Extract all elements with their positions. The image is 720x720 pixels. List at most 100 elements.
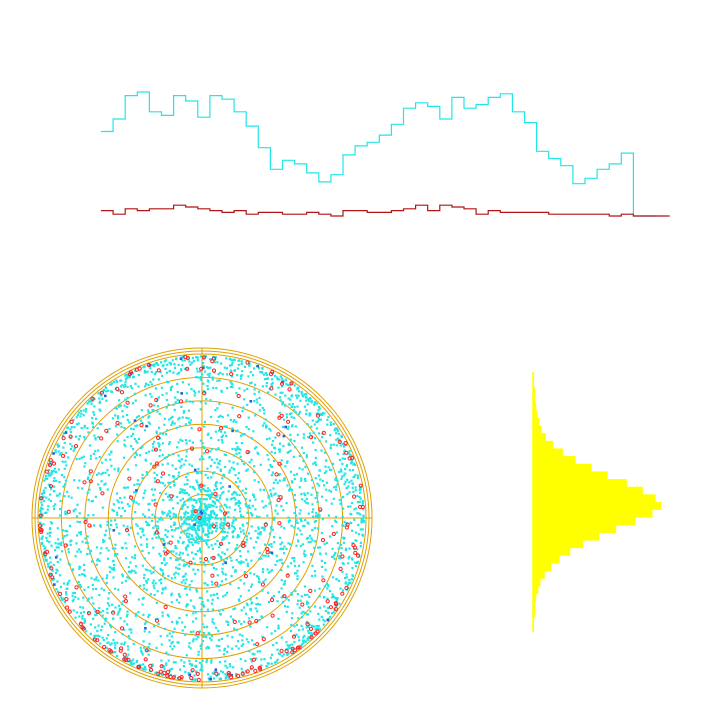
polar-point-cyan bbox=[214, 430, 217, 433]
polar-point-red bbox=[343, 441, 348, 446]
polar-point-cyan bbox=[167, 403, 170, 406]
polar-point-cyan bbox=[203, 425, 206, 428]
polar-point-cyan bbox=[58, 492, 61, 495]
polar-point-cyan bbox=[84, 462, 87, 465]
polar-point-cyan bbox=[106, 574, 109, 577]
polar-point-cyan bbox=[199, 488, 202, 492]
polar-point-cyan bbox=[215, 448, 218, 451]
polar-point-cyan bbox=[62, 432, 66, 435]
polar-point-cyan bbox=[360, 520, 363, 523]
polar-point-cyan bbox=[152, 584, 155, 587]
polar-point-cyan bbox=[114, 554, 117, 557]
histogram-bar bbox=[533, 601, 536, 610]
polar-point-cyan bbox=[236, 447, 239, 450]
polar-point-cyan bbox=[199, 644, 202, 648]
polar-point-cyan bbox=[192, 620, 195, 623]
polar-point-cyan bbox=[215, 521, 218, 524]
polar-point-cyan bbox=[177, 471, 181, 474]
polar-point-cyan bbox=[249, 371, 252, 374]
polar-point-cyan bbox=[136, 479, 139, 482]
polar-point-cyan bbox=[255, 446, 258, 449]
polar-point-cyan bbox=[124, 486, 127, 489]
polar-point-cyan bbox=[162, 539, 165, 542]
polar-point-cyan bbox=[318, 484, 321, 487]
polar-point-cyan bbox=[248, 650, 251, 653]
polar-point-cyan bbox=[210, 634, 213, 637]
polar-point-cyan bbox=[256, 602, 260, 606]
polar-point-cyan bbox=[252, 546, 255, 549]
polar-point-cyan bbox=[220, 362, 223, 365]
polar-point-cyan bbox=[258, 619, 261, 622]
polar-point-blue bbox=[112, 529, 116, 532]
polar-point-cyan bbox=[142, 366, 145, 369]
polar-point-cyan bbox=[192, 360, 195, 363]
polar-point-cyan bbox=[110, 642, 113, 645]
polar-point-cyan bbox=[105, 581, 108, 585]
polar-point-cyan bbox=[68, 524, 71, 527]
polar-point-cyan bbox=[231, 386, 234, 389]
polar-point-cyan bbox=[226, 414, 230, 417]
polar-point-cyan bbox=[87, 597, 90, 600]
polar-point-cyan bbox=[319, 552, 322, 556]
polar-point-cyan bbox=[180, 518, 183, 521]
polar-point-cyan bbox=[330, 502, 333, 505]
polar-point-cyan bbox=[351, 566, 354, 569]
polar-point-cyan bbox=[258, 409, 261, 412]
polar-point-cyan bbox=[216, 574, 219, 577]
polar-point-cyan bbox=[66, 581, 69, 584]
polar-point-cyan bbox=[189, 485, 192, 488]
polar-point-cyan bbox=[329, 446, 332, 449]
polar-point-red bbox=[87, 523, 92, 528]
polar-point-cyan bbox=[156, 410, 159, 413]
polar-point-cyan bbox=[280, 596, 283, 599]
polar-point-cyan bbox=[342, 496, 345, 499]
polar-point-cyan bbox=[72, 609, 75, 612]
polar-point-cyan bbox=[181, 621, 184, 624]
polar-point-cyan bbox=[313, 625, 316, 628]
polar-point-cyan bbox=[249, 572, 252, 575]
polar-point-cyan bbox=[132, 448, 135, 451]
polar-point-cyan bbox=[323, 542, 326, 546]
polar-point-cyan bbox=[167, 512, 170, 515]
polar-point-cyan bbox=[264, 418, 267, 421]
polar-point-red bbox=[202, 391, 207, 396]
polar-point-cyan bbox=[297, 599, 300, 602]
polar-point-cyan bbox=[114, 631, 117, 634]
polar-point-cyan bbox=[86, 402, 89, 405]
polar-point-cyan bbox=[205, 517, 208, 520]
polar-point-cyan bbox=[215, 524, 218, 527]
polar-point-cyan bbox=[141, 445, 144, 448]
polar-point-cyan bbox=[212, 504, 215, 508]
polar-point-cyan bbox=[173, 363, 176, 366]
polar-point-cyan bbox=[289, 543, 292, 546]
polar-point-cyan bbox=[243, 389, 246, 392]
polar-point-cyan bbox=[53, 485, 56, 488]
polar-point-cyan bbox=[147, 524, 151, 527]
polar-point-cyan bbox=[244, 659, 247, 662]
polar-point-cyan bbox=[168, 441, 171, 444]
polar-point-cyan bbox=[234, 474, 237, 477]
polar-point-cyan bbox=[290, 416, 293, 419]
polar-point-cyan bbox=[195, 588, 198, 591]
polar-point-cyan bbox=[314, 515, 317, 518]
polar-point-cyan bbox=[166, 371, 169, 374]
polar-point-cyan bbox=[126, 576, 129, 579]
polar-point-cyan bbox=[126, 385, 129, 388]
polar-point-cyan bbox=[219, 371, 222, 374]
polar-point-cyan bbox=[197, 512, 200, 515]
polar-point-cyan bbox=[274, 509, 277, 512]
polar-point-cyan bbox=[124, 383, 127, 386]
polar-point-cyan bbox=[104, 482, 107, 485]
polar-point-cyan bbox=[141, 603, 144, 606]
polar-point-cyan bbox=[255, 603, 258, 606]
polar-point-cyan bbox=[186, 478, 189, 482]
polar-point-cyan bbox=[110, 524, 113, 527]
polar-point-cyan bbox=[144, 382, 148, 385]
polar-point-cyan bbox=[213, 512, 216, 515]
polar-point-cyan bbox=[100, 394, 103, 397]
polar-point-cyan bbox=[303, 634, 306, 637]
polar-point-cyan bbox=[287, 450, 290, 453]
polar-point-cyan bbox=[201, 600, 204, 604]
polar-point-cyan bbox=[200, 667, 203, 670]
histogram-bar bbox=[533, 593, 537, 602]
